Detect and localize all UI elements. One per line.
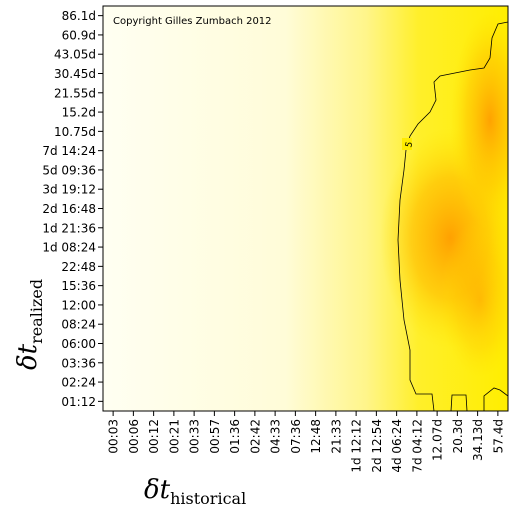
y-tick-label: 22:48 (61, 260, 96, 274)
y-tick-label: 43.05d (54, 48, 96, 62)
x-tick-label: 57.4d (491, 419, 505, 453)
y-tick-label: 15:36 (61, 279, 96, 293)
y-axis-title-main: δt (13, 343, 43, 370)
y-tick-label: 1d 08:24 (42, 241, 96, 255)
x-tick-label: 00:21 (167, 419, 181, 454)
y-tick-label: 15.2d (62, 106, 96, 120)
y-tick-label: 30.45d (54, 67, 96, 81)
x-tick-label: 2d 12:54 (370, 419, 384, 473)
y-tick-label: 03:36 (61, 356, 96, 370)
y-tick-label: 7d 14:24 (42, 144, 96, 158)
y-tick-label: 10.75d (54, 125, 96, 139)
x-tick-label: 12.07d (431, 419, 445, 461)
x-tick-label: 00:33 (188, 419, 202, 454)
x-tick-label: 4d 06:24 (390, 419, 404, 473)
x-tick-label: 01:36 (228, 419, 242, 454)
x-axis-title: δthistorical (144, 475, 246, 508)
y-tick-label: 1d 21:36 (42, 221, 96, 235)
y-axis-title-sub: realized (27, 279, 46, 344)
y-tick-label: 01:12 (61, 395, 96, 409)
x-tick-label: 00:12 (147, 419, 161, 454)
x-tick-label: 20.3d (451, 419, 465, 453)
y-tick-label: 21.55d (54, 86, 96, 100)
y-tick-label: 3d 19:12 (42, 183, 96, 197)
x-axis-title-main: δt (144, 475, 171, 505)
contour-label-bg (402, 138, 412, 150)
y-tick-label: 2d 16:48 (42, 202, 96, 216)
y-tick-label: 02:24 (61, 376, 96, 390)
contour-line (397, 21, 508, 411)
y-tick-label: 08:24 (61, 318, 96, 332)
x-tick-label: 1d 12:12 (350, 419, 364, 473)
x-tick-label: 00:57 (208, 419, 222, 454)
y-tick-label: 5d 09:36 (42, 163, 96, 177)
x-tick-label: 21:33 (329, 419, 343, 454)
y-axis: 01:12 02:24 03:36 06:00 08:24 12:00 15:36 22:48… (42, 9, 103, 409)
x-tick-label: 00:06 (127, 419, 141, 454)
svg-text:δthistorical: δthistorical (144, 475, 246, 508)
y-tick-label: 60.9d (62, 28, 96, 42)
y-tick-label: 86.1d (62, 9, 96, 23)
x-tick-label: 12:48 (309, 419, 323, 454)
x-tick-label: 07:36 (289, 419, 303, 454)
x-tick-label: 04:33 (269, 419, 283, 454)
copyright-text: Copyright Gilles Zumbach 2012 (113, 16, 272, 27)
x-axis-title-sub: historical (170, 489, 246, 508)
svg-text:δtrealized: δtrealized (13, 279, 46, 370)
y-tick-label: 12:00 (61, 298, 96, 312)
x-tick-label: 7d 04:12 (410, 419, 424, 473)
contour-label: 5 (404, 141, 415, 149)
y-axis-title: δtrealized (13, 279, 46, 370)
y-tick-label: 06:00 (61, 337, 96, 351)
x-tick-label: 02:42 (248, 419, 262, 454)
heatmap-field (103, 6, 508, 411)
x-tick-label: 00:03 (107, 419, 121, 454)
x-axis: 00:03 00:06 00:12 00:21 00:33 00:57 01:36 02:42… (107, 411, 505, 473)
x-tick-label: 34.13d (471, 419, 485, 461)
